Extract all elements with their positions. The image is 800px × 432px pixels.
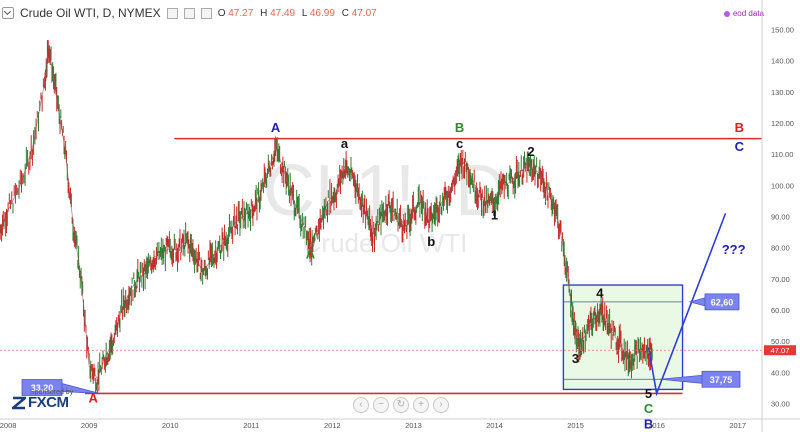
symbol-title[interactable]: Crude Oil WTI, D, NYMEX (20, 6, 161, 20)
wave-label: 2 (527, 144, 534, 159)
scroll-right-icon[interactable]: › (433, 397, 449, 413)
chart-header: Crude Oil WTI, D, NYMEX O 47.27 H 47.49 … (2, 2, 381, 24)
wave-label: a (341, 136, 349, 151)
price-tick-label: 100.00 (771, 181, 794, 190)
wave-label: B (644, 416, 653, 431)
ohlc-low-value: 46.99 (309, 7, 335, 19)
price-tick-label: 130.00 (771, 88, 794, 97)
wave-label: B (455, 120, 464, 135)
time-tick-label: 2011 (243, 421, 259, 430)
wave-label: 1 (491, 208, 498, 223)
wave-label: C (735, 139, 745, 154)
callout-37-75-text: 37,75 (710, 375, 733, 385)
scroll-left-icon[interactable]: ‹ (353, 397, 369, 413)
time-tick-label: 2014 (486, 421, 503, 430)
ohlc-high-key: H (260, 7, 268, 19)
ohlc-readout: O 47.27 H 47.49 L 46.99 C 47.07 (218, 8, 381, 19)
eod-data-badge: eod data (723, 9, 764, 18)
ohlc-close-key: C (341, 7, 349, 19)
current-price-label: 47.07 (771, 346, 790, 355)
wave-label: 3 (572, 351, 579, 366)
price-series-line (0, 45, 653, 380)
ohlc-close-value: 47.07 (351, 7, 377, 19)
wave-label: A (89, 390, 99, 405)
reset-icon[interactable]: ↻ (393, 397, 409, 413)
time-tick-label: 2008 (0, 421, 16, 430)
wave-label: b (427, 234, 435, 249)
hide-series-icon[interactable] (166, 7, 178, 19)
ohlc-open-key: O (217, 7, 226, 19)
price-tick-label: 150.00 (771, 26, 794, 35)
price-tick-label: 90.00 (771, 213, 790, 222)
callout-33-20-text: 33,20 (31, 383, 54, 393)
price-tick-label: 110.00 (771, 150, 793, 159)
time-tick-label: 2012 (324, 421, 341, 430)
time-tick-label: 2010 (162, 421, 179, 430)
callout-37-75: 37,75 (659, 370, 741, 388)
settings-icon[interactable] (183, 7, 195, 19)
eod-dot-icon (723, 10, 730, 17)
wave-label: ??? (722, 242, 746, 257)
price-tick-label: 30.00 (771, 399, 790, 408)
callout-33-20: 33,20 (21, 379, 101, 396)
time-tick-label: 2009 (81, 421, 98, 430)
ohlc-open-value: 47.27 (228, 7, 254, 19)
wave-label: A (271, 120, 281, 135)
eod-label: eod data (732, 9, 764, 18)
wave-label: A (306, 247, 316, 262)
wave-label: C (644, 401, 654, 416)
price-tick-label: 140.00 (771, 57, 794, 66)
time-tick-label: 2013 (405, 421, 422, 430)
zoom-out-icon[interactable]: − (373, 397, 389, 413)
callout-62-60: 62,60 (688, 293, 740, 311)
time-tick-label: 2016 (648, 421, 665, 430)
watermark-name: Crude Oil WTI (303, 228, 468, 258)
ohlc-low-key: L (301, 7, 308, 19)
price-tick-label: 50.00 (771, 337, 790, 346)
fxcm-z-icon (12, 396, 26, 409)
projection-line (647, 213, 727, 397)
zoom-controls: ‹ − ↻ + › (353, 397, 449, 413)
collapse-chevron-icon[interactable] (2, 7, 14, 19)
callout-62-60-shape (688, 293, 740, 311)
wave-label: 4 (596, 286, 604, 301)
ohlc-high-value: 47.49 (270, 7, 296, 19)
callout-33-20-shape (21, 379, 101, 396)
callout-62-60-text: 62,60 (711, 297, 734, 307)
price-tick-label: 40.00 (771, 368, 790, 377)
time-tick-label: 2017 (729, 421, 746, 430)
callout-37-75-shape (659, 370, 741, 388)
more-icon[interactable] (200, 7, 212, 19)
time-tick-label: 2015 (567, 421, 584, 430)
price-tick-label: 80.00 (771, 244, 790, 253)
wave-label: B (735, 120, 744, 135)
current-price-tag (764, 345, 796, 356)
fxcm-logo[interactable]: FXCM (12, 394, 69, 411)
wave-label: 5 (645, 386, 652, 401)
fxcm-logo-text: FXCM (28, 394, 69, 411)
zoom-in-icon[interactable]: + (413, 397, 429, 413)
price-tick-label: 60.00 (771, 306, 790, 315)
sponsored-by-label: Sponsored by (30, 389, 74, 396)
price-tick-label: 120.00 (771, 119, 794, 128)
wave-label: c (456, 136, 463, 151)
price-tick-label: 70.00 (771, 275, 790, 284)
